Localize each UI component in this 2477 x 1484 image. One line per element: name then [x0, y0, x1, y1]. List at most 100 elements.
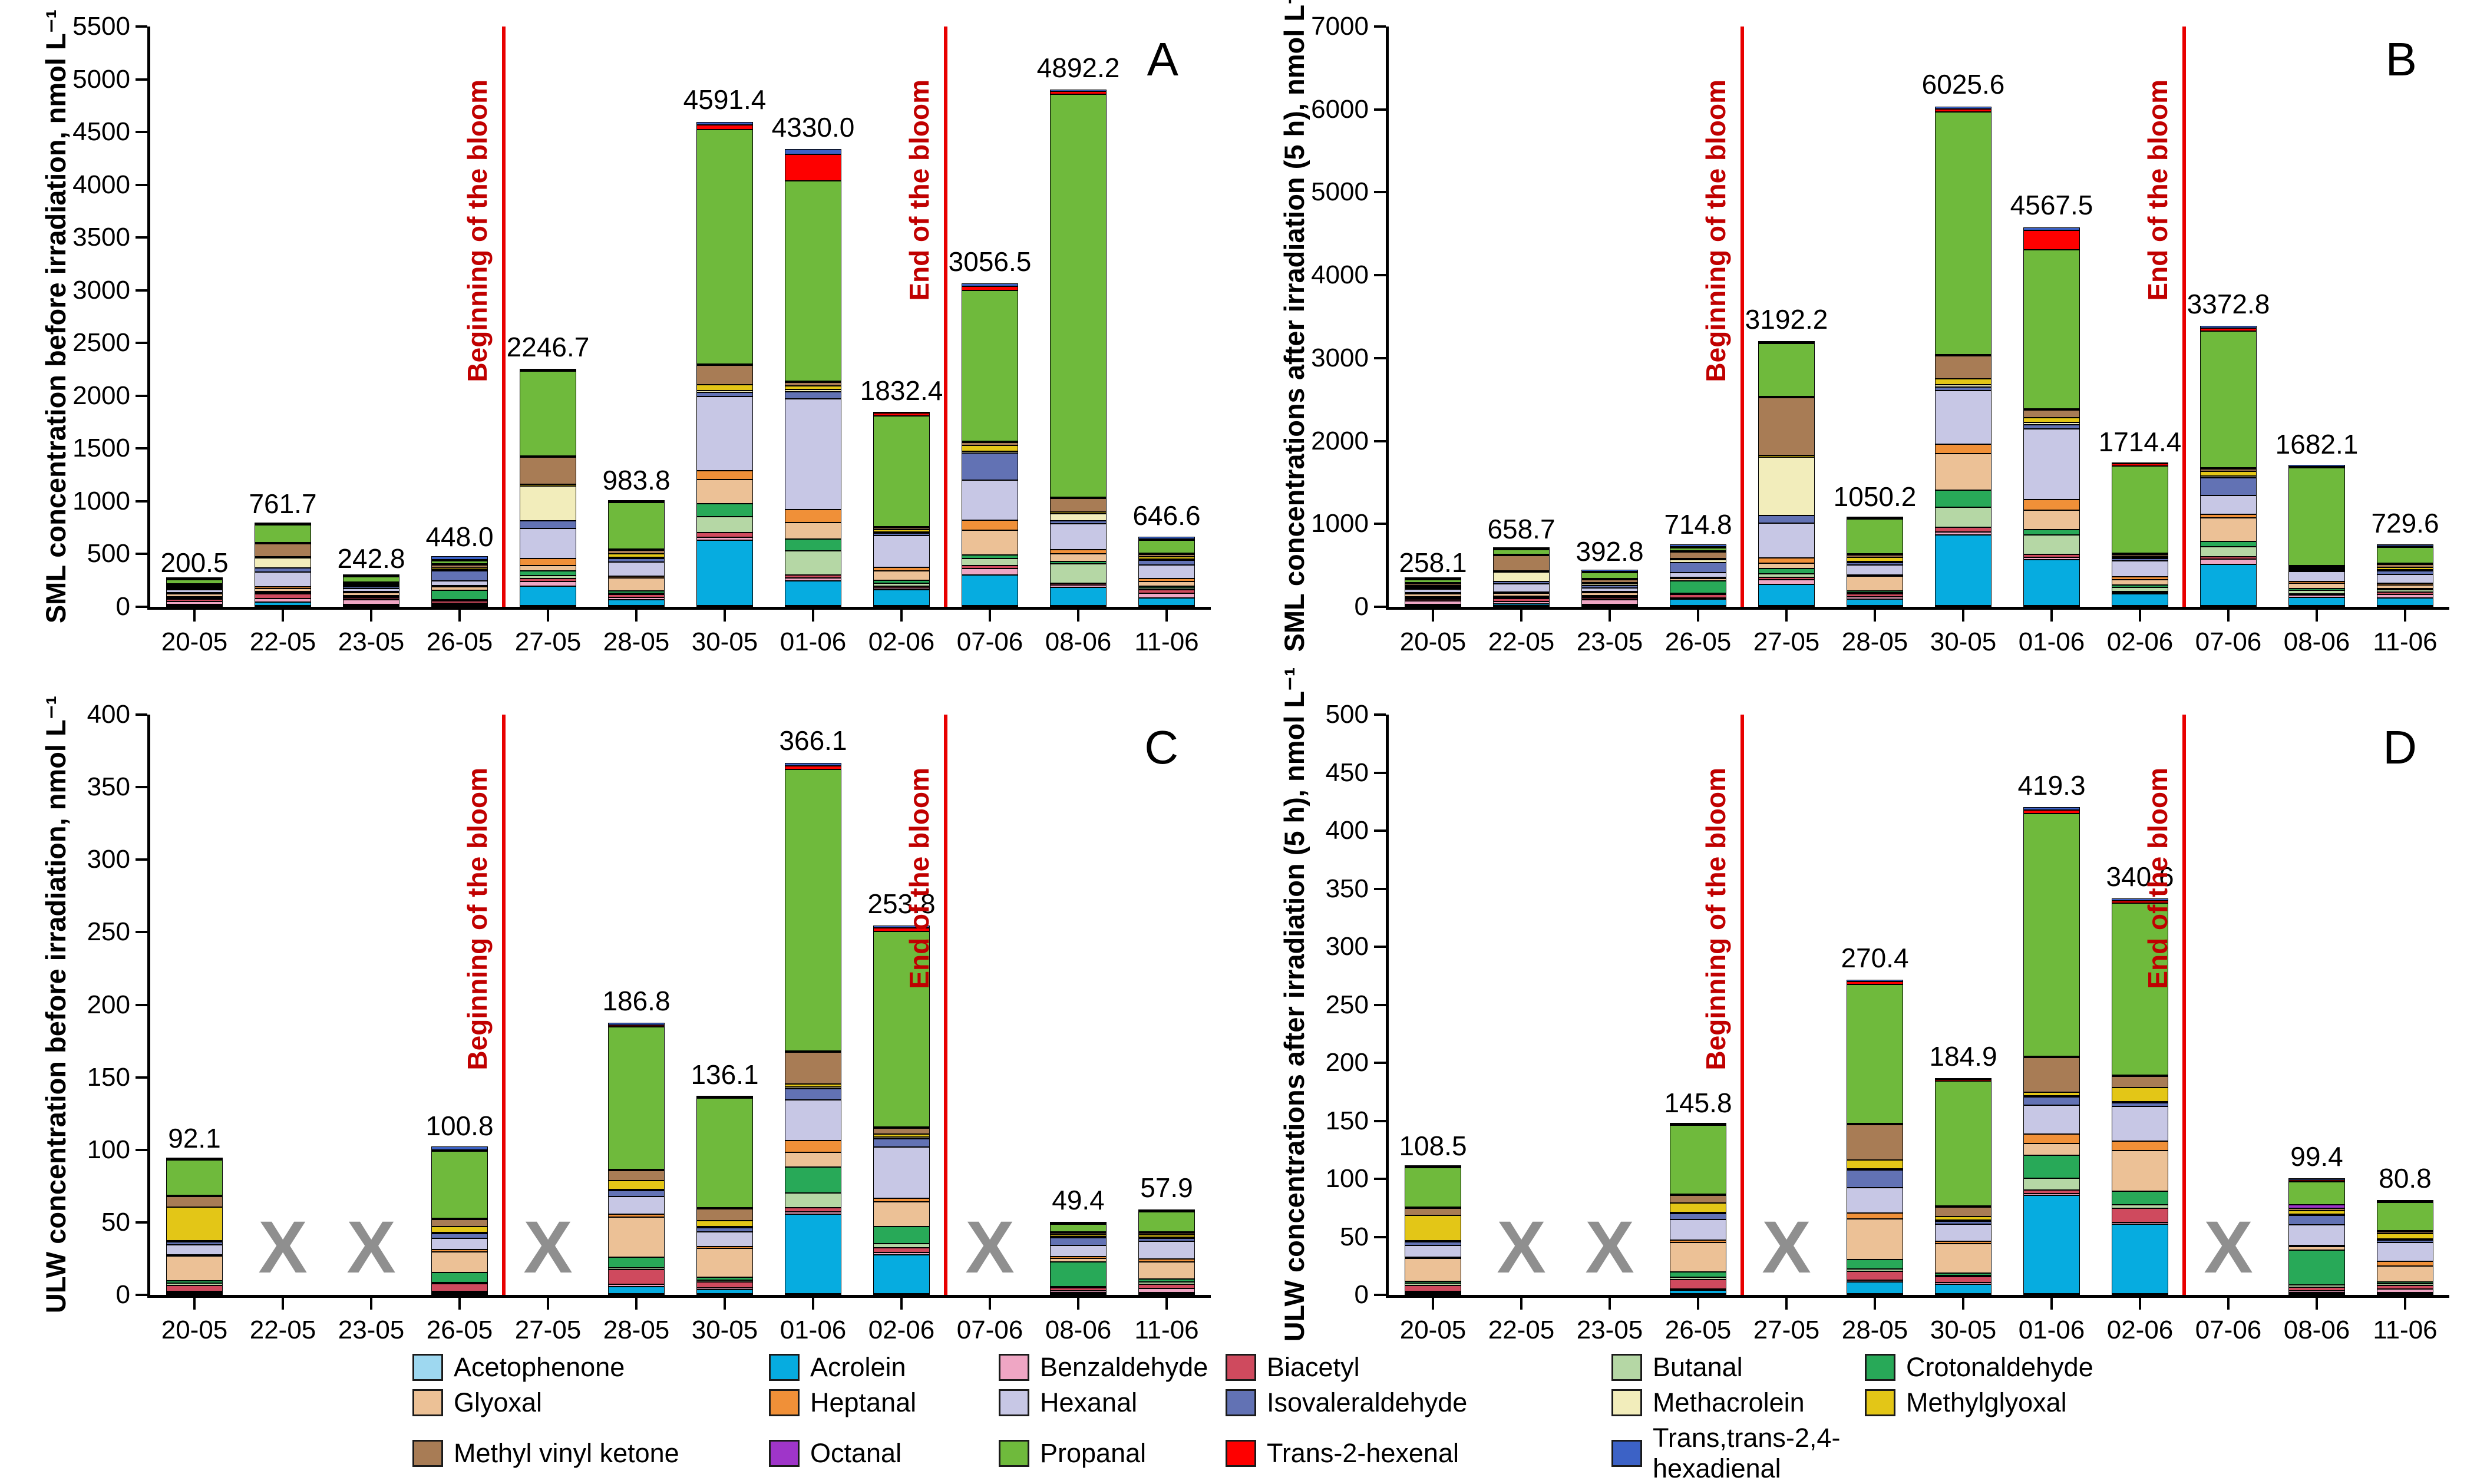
bar-segment-biacetyl — [255, 593, 311, 599]
bar-segment-acetophenone — [166, 606, 223, 607]
bar-segment-heptanal — [1138, 1258, 1195, 1262]
bar-segment-acrolein — [1935, 1284, 1991, 1294]
x-tick-mark — [1520, 610, 1522, 622]
bar-segment-hexanal — [1847, 564, 1903, 575]
bar-segment-methyl-vinyl-ketone — [1847, 554, 1903, 557]
bar-segment-propanal — [2288, 1181, 2345, 1205]
bar-segment-isovaleraldehyde — [2112, 558, 2168, 561]
bar-segment-hexanal — [2288, 571, 2345, 582]
bar-segment-methacrolein — [2023, 1096, 2080, 1098]
bar-segment-hexanal — [873, 536, 930, 568]
legend-swatch — [1226, 1389, 1256, 1416]
bar-segment-isovaleraldehyde — [1935, 386, 1991, 391]
bar-segment-butanal — [2377, 590, 2433, 592]
bar-22-05 — [1493, 547, 1550, 607]
x-tick-mark — [282, 610, 284, 622]
bar-segment-propanal — [1050, 94, 1107, 498]
bar-segment-methyl-vinyl-ketone — [2377, 1231, 2433, 1234]
bar-segment-acrolein — [2377, 1293, 2433, 1294]
bar-segment-butanal — [2288, 1285, 2345, 1288]
bar-segment-methyl-vinyl-ketone — [962, 442, 1018, 445]
bar-total-label: 108.5 — [1399, 1131, 1467, 1162]
x-tick-mark — [547, 1298, 549, 1310]
y-tick-mark — [1374, 1294, 1386, 1296]
y-tick-label: 300 — [1325, 932, 1369, 961]
bar-segment-octanal — [1050, 1231, 1107, 1234]
bar-segment-methylglyoxal — [608, 554, 665, 558]
bar-segment-acetophenone — [608, 1294, 665, 1295]
bar-segment-acrolein — [255, 601, 311, 606]
y-tick-label: 250 — [1325, 990, 1369, 1019]
y-tick-label: 2500 — [72, 328, 130, 358]
bar-segment-heptanal — [785, 1141, 841, 1152]
bar-segment-propanal — [2023, 249, 2080, 409]
bar-segment-heptanal — [608, 1214, 665, 1217]
bar-segment-crotonaldehyde — [1138, 586, 1195, 589]
bar-segment-crotonaldehyde — [962, 555, 1018, 559]
bar-segment-acetophenone — [2377, 606, 2433, 607]
x-tick-mark — [1432, 1298, 1434, 1310]
x-tick-label: 01-06 — [2018, 1316, 2085, 1344]
bar-segment-acetophenone — [2112, 1294, 2168, 1295]
bar-segment-octanal — [1670, 1194, 1726, 1195]
x-tick-label: 08-06 — [1045, 1316, 1112, 1344]
legend-item-glyoxal: Glyoxal — [412, 1387, 769, 1418]
bar-20-05 — [1405, 1165, 1461, 1295]
x-tick-mark — [1785, 610, 1788, 622]
bar-segment-methyl-vinyl-ketone — [1405, 1208, 1461, 1215]
bar-segment-crotonaldehyde — [785, 1166, 841, 1193]
bar-segment-acetophenone — [873, 1294, 930, 1295]
bar-total-label: 1682.1 — [2275, 429, 2359, 460]
bar-08-06 — [2288, 465, 2345, 607]
bloom-line — [1740, 715, 1744, 1295]
bar-segment-glyoxal — [1405, 1258, 1461, 1282]
bar-total-label: 392.8 — [1576, 536, 1644, 567]
bar-segment-trans-2-hexenal — [873, 927, 930, 931]
legend-swatch — [769, 1389, 800, 1416]
legend-item-isovaleraldehyde: Isovaleraldehyde — [1226, 1387, 1611, 1418]
bar-segment-glyoxal — [166, 594, 223, 597]
y-tick-label: 250 — [87, 917, 130, 947]
bar-segment-acrolein — [1493, 604, 1550, 606]
bar-segment-propanal — [1050, 1224, 1107, 1232]
x-tick-mark — [1609, 610, 1611, 622]
bar-segment-octanal — [520, 455, 576, 457]
bar-segment-trans-2-hexenal — [520, 370, 576, 372]
panel-ulw-after: ULW concentrations after irradiation (5 … — [1238, 667, 2477, 1374]
bar-segment-propanal — [166, 579, 223, 584]
bar-segment-methacrolein — [1405, 1241, 1461, 1242]
bar-segment-glyoxal — [255, 588, 311, 591]
bar-segment-butanal — [166, 1283, 223, 1285]
bar-segment-methacrolein — [1138, 558, 1195, 560]
bar-segment-trans-2-hexenal — [1050, 91, 1107, 95]
y-tick-label: 4000 — [1311, 260, 1369, 290]
bar-segment-methylglyoxal — [2200, 471, 2257, 477]
bar-segment-methylglyoxal — [520, 484, 576, 486]
bar-segment-biacetyl — [1581, 597, 1638, 600]
legend-item-butanal: Butanal — [1611, 1352, 1865, 1383]
bar-segment-biacetyl — [2288, 593, 2345, 595]
bar-segment-hexanal — [2112, 1106, 2168, 1142]
x-tick-label: 20-05 — [161, 627, 228, 656]
bar-segment-acrolein — [1935, 535, 1991, 606]
y-tick-label: 1500 — [72, 434, 130, 463]
bar-segment-benzaldehyde — [255, 599, 311, 602]
bar-segment-methacrolein — [2288, 569, 2345, 570]
y-tick-label: 0 — [115, 592, 130, 621]
bar-segment-biacetyl — [1670, 1280, 1726, 1290]
bar-segment-acrolein — [785, 1214, 841, 1294]
x-tick-label: 20-05 — [1399, 1316, 1467, 1344]
bar-segment-hexanal — [2377, 1242, 2433, 1261]
bar-segment-heptanal — [873, 567, 930, 571]
x-tick-label: 01-06 — [2018, 627, 2085, 656]
x-tick-mark — [458, 610, 461, 622]
legend-label: Methyl vinyl ketone — [454, 1438, 679, 1468]
bar-segment-propanal — [1581, 572, 1638, 579]
bloom-line — [502, 715, 506, 1295]
bar-segment-glyoxal — [1670, 578, 1726, 581]
y-tick-label: 500 — [87, 539, 130, 569]
bar-segment-acrolein — [1847, 599, 1903, 606]
bar-segment-methacrolein — [608, 557, 665, 559]
bar-segment-acrolein — [962, 575, 1018, 606]
x-tick-mark — [2316, 610, 2318, 622]
